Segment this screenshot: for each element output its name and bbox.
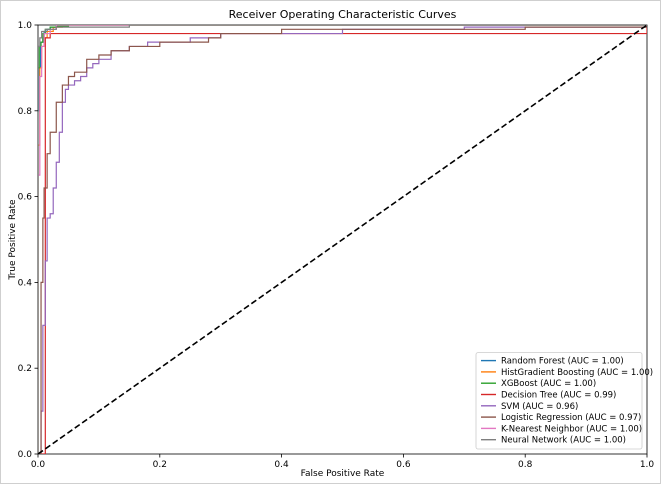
legend-entry: XGBoost (AUC = 1.00) [501, 379, 596, 389]
legend-entry: K-Nearest Neighbor (AUC = 1.00) [501, 424, 642, 434]
legend: Random Forest (AUC = 1.00)HistGradient B… [475, 352, 653, 450]
x-tick-label: 0.2 [153, 460, 167, 470]
x-tick-label: 0.4 [274, 460, 289, 470]
legend-entry: Random Forest (AUC = 1.00) [501, 357, 624, 367]
legend-entry: HistGradient Boosting (AUC = 1.00) [501, 368, 653, 378]
chance-line [38, 25, 647, 454]
y-tick-label: 0.8 [18, 107, 33, 117]
y-tick-label: 0.0 [18, 450, 33, 460]
legend-entry: Decision Tree (AUC = 0.99) [501, 391, 616, 401]
y-tick-label: 0.2 [18, 364, 32, 374]
y-tick-label: 1.0 [18, 21, 33, 31]
legend-entry: SVM (AUC = 0.96) [501, 402, 578, 412]
x-axis-label: False Positive Rate [301, 469, 385, 479]
plot-area: 0.0 0.2 0.4 0.6 0.8 1.0 0.0 0.2 0.4 0.6 0.8 1.0 [18, 21, 655, 470]
x-tick-label: 1.0 [640, 460, 655, 470]
roc-curve-6 [38, 25, 647, 454]
y-tick-label: 0.6 [18, 193, 33, 203]
legend-entry: Logistic Regression (AUC = 0.97) [501, 413, 641, 423]
chart-title: Receiver Operating Characteristic Curves [229, 8, 457, 21]
y-tick-label: 0.4 [18, 278, 33, 288]
x-tick-label: 0.6 [396, 460, 411, 470]
x-tick-label: 0.8 [518, 460, 533, 470]
legend-entry: Neural Network (AUC = 1.00) [501, 436, 626, 446]
x-tick-label: 0.0 [31, 460, 46, 470]
roc-curve-4 [38, 25, 647, 454]
roc-curve-5 [38, 25, 647, 454]
legend-box [475, 352, 643, 450]
roc-curve-8 [38, 25, 647, 454]
curves [38, 25, 647, 454]
y-axis-label: True Positive Rate [8, 199, 18, 281]
